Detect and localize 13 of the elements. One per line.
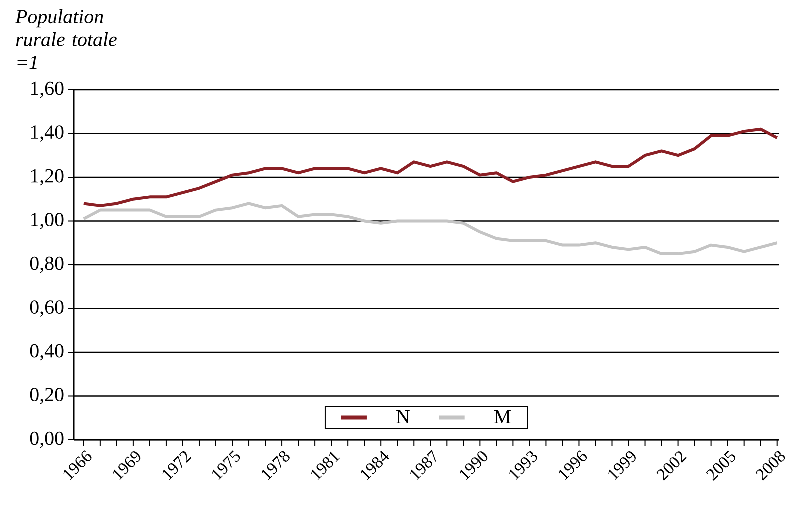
- y-tick-label: 1,20: [31, 169, 64, 186]
- y-tick-label: 1,60: [31, 82, 64, 98]
- y-tick-label: 0,60: [30, 300, 64, 317]
- legend-label: M: [494, 410, 511, 424]
- x-tick-label: 1981: [311, 452, 340, 480]
- y-tick-label: 0,20: [30, 388, 64, 404]
- y-tick-label: 0,00: [30, 432, 64, 448]
- y-axis-title: Population rurale totale =1: [15, 10, 117, 70]
- legend-label: N: [396, 410, 410, 424]
- y-tick-label: 1,00: [31, 213, 64, 230]
- y-tick-label: 0,40: [30, 344, 64, 361]
- y-tick-label: 1,40: [31, 126, 64, 142]
- y-tick-label: 0,80: [30, 256, 64, 274]
